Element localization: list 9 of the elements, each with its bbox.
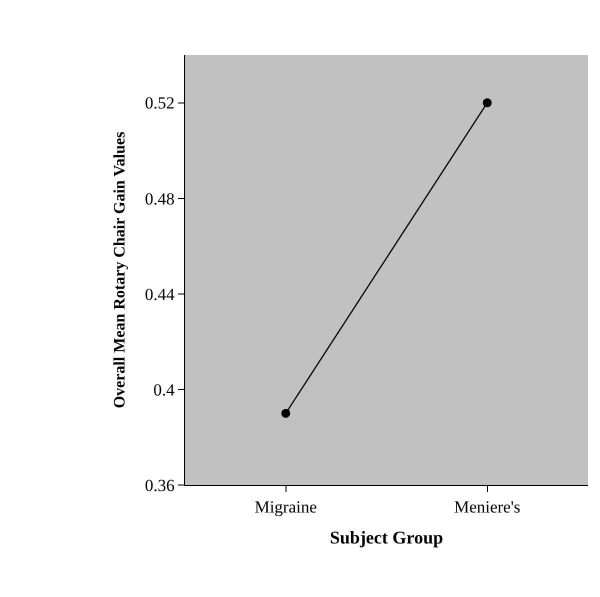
y-tick-label: 0.4 xyxy=(153,380,176,400)
y-tick-label: 0.44 xyxy=(144,284,176,304)
x-tick-label: Meniere's xyxy=(454,497,520,516)
x-axis-title: Subject Group xyxy=(330,528,444,548)
y-tick-label: 0.52 xyxy=(144,94,175,113)
y-tick-label: 0.48 xyxy=(144,189,175,208)
x-tick-label: Migraine xyxy=(254,497,317,516)
y-tick-label: 0.36 xyxy=(144,476,175,495)
y-axis-title: Overall Mean Rotary Chair Gain Values xyxy=(112,132,129,408)
